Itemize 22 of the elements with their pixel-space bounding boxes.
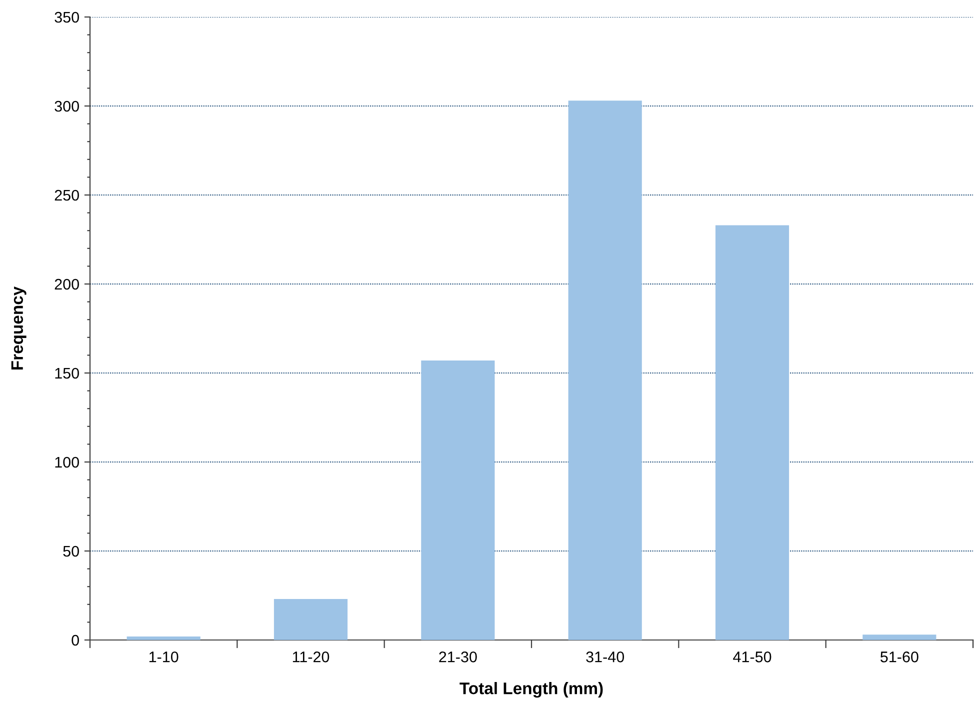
x-tick-label: 51-60 — [880, 652, 918, 662]
x-tick-label: 41-50 — [733, 652, 772, 662]
x-axis-title: Total Length (mm) — [460, 682, 603, 698]
x-tick-label: 31-40 — [586, 652, 624, 662]
y-tick-label: 50 — [63, 546, 79, 557]
y-tick-label: 150 — [55, 368, 79, 379]
y-tick-label: 0 — [72, 634, 79, 646]
y-tick-label: 300 — [54, 100, 79, 112]
bar — [862, 634, 936, 640]
x-tick-label: 11-20 — [292, 652, 330, 662]
bar — [274, 599, 348, 640]
bar — [421, 360, 495, 640]
y-tick-label: 200 — [54, 278, 79, 290]
bar — [568, 100, 642, 640]
x-tick-label: 1-10 — [149, 652, 178, 662]
y-tick-label: 100 — [55, 456, 79, 468]
bar — [126, 636, 200, 640]
y-tick-label: 350 — [54, 12, 79, 23]
x-tick-label: 21-30 — [439, 652, 477, 662]
y-axis-title: Frequency — [11, 286, 26, 370]
y-tick-label: 250 — [54, 190, 79, 201]
bar — [715, 225, 790, 640]
